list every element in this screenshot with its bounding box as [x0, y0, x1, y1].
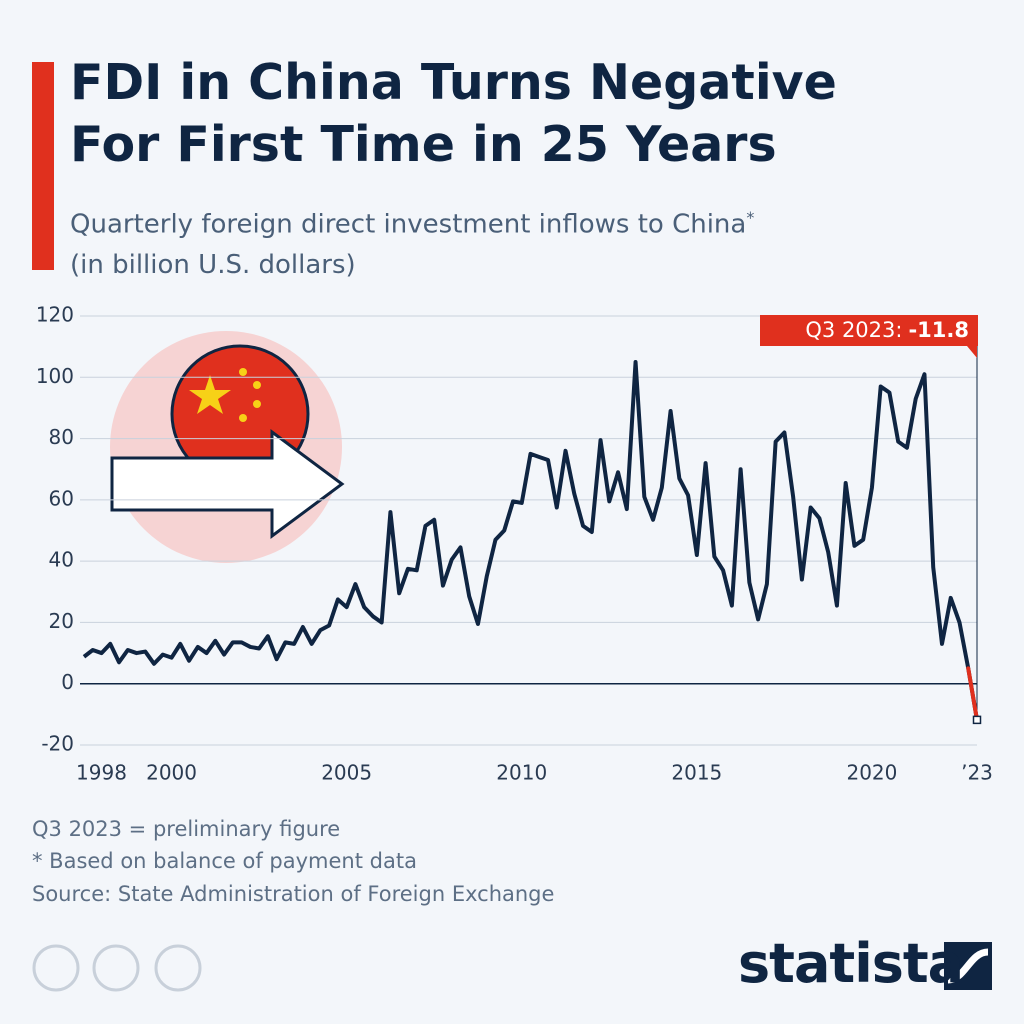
annotation-label: Q3 2023: [805, 318, 902, 342]
unit: (in billion U.S. dollars) [70, 249, 356, 280]
source: Source: State Administration of Foreign … [32, 882, 555, 906]
x-tick-label: ’23 [961, 761, 993, 785]
x-tick-label: 2015 [671, 761, 722, 785]
subtitle-text: Quarterly foreign direct investment infl… [70, 209, 747, 240]
data-line [82, 359, 979, 721]
highlight-segment [966, 666, 979, 722]
x-tick-label: 2020 [846, 761, 897, 785]
x-tick-label: 2010 [496, 761, 547, 785]
annotation-box [760, 315, 978, 346]
note: Q3 2023 = preliminary figure [32, 817, 341, 841]
y-tick-label: 0 [61, 670, 74, 694]
end-marker [972, 715, 982, 725]
annotation: Q3 2023: -11.8 [805, 318, 969, 342]
brand: statista [738, 932, 964, 995]
note: * Based on balance of payment data [32, 849, 417, 873]
y-tick-label: 80 [49, 425, 74, 449]
x-tick-label: 2005 [321, 761, 372, 785]
y-tick-label: 40 [49, 548, 74, 572]
y-tick-label: 20 [49, 609, 74, 633]
subtitle: Quarterly foreign direct investment infl… [70, 198, 970, 285]
y-tick-label: 60 [49, 486, 74, 510]
y-tick-label: 100 [36, 364, 74, 388]
x-tick-label: 1998 [76, 761, 127, 785]
y-tick-label: 120 [36, 303, 74, 327]
subtitle-mark: * [746, 208, 755, 227]
chart-title: FDI in China Turns Negative For First Ti… [70, 54, 837, 173]
x-tick-label: 2000 [146, 761, 197, 785]
y-tick-label: -20 [41, 732, 74, 756]
accent-bar [32, 62, 54, 270]
annotation-value: -11.8 [908, 318, 969, 342]
annotation-pointer [967, 346, 977, 358]
flag-illustration [110, 331, 345, 563]
